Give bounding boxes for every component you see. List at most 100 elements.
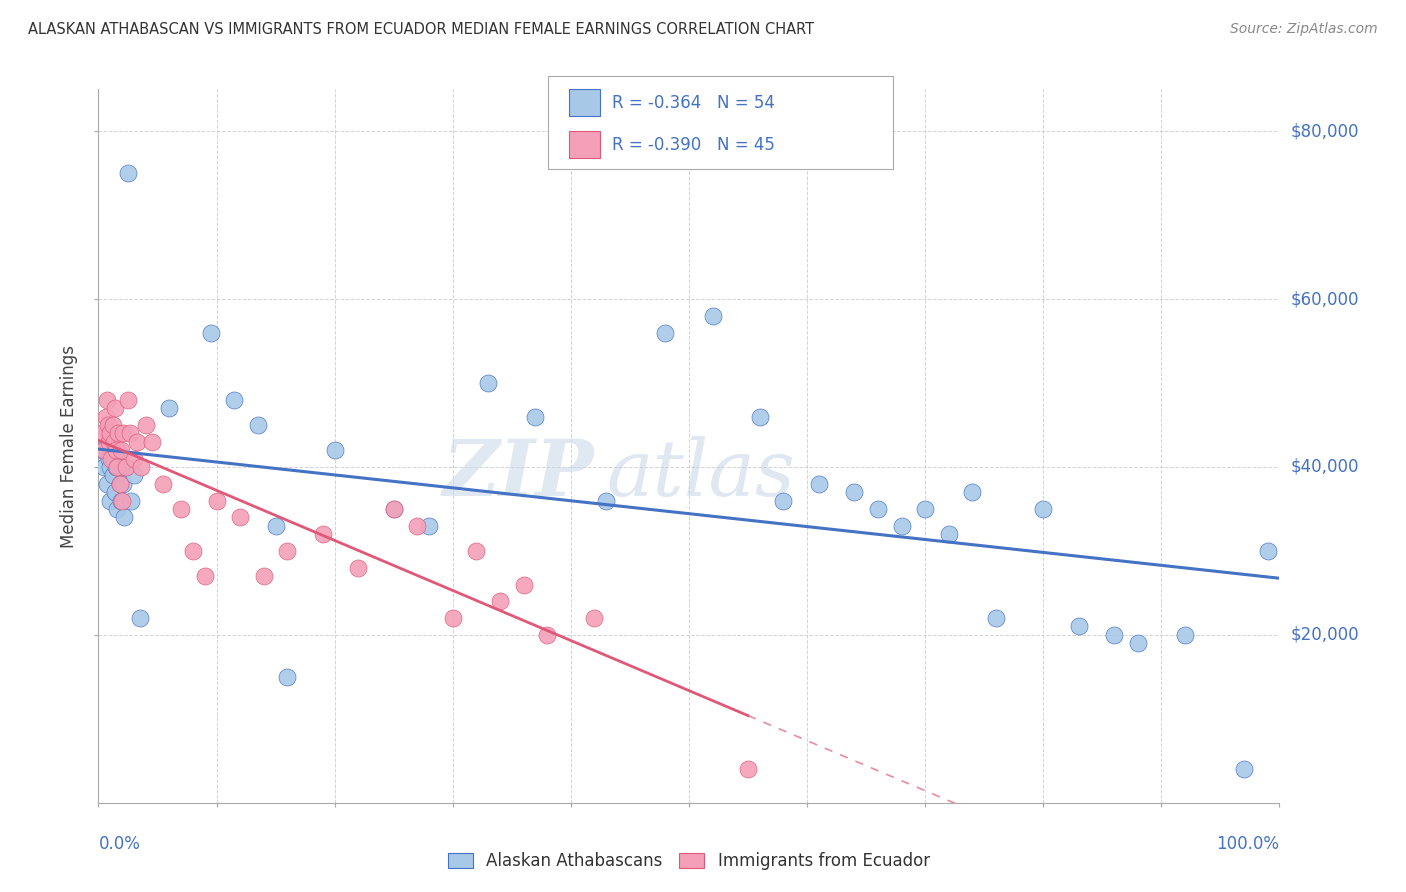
Point — [111, 460, 134, 475]
Point — [181, 544, 204, 558]
Point — [98, 434, 121, 449]
Point — [128, 611, 150, 625]
Point — [536, 628, 558, 642]
Point — [477, 376, 499, 390]
Point — [98, 460, 121, 475]
Point — [347, 560, 370, 574]
Point — [1102, 628, 1125, 642]
Point — [104, 401, 127, 416]
Point — [105, 443, 128, 458]
Point — [108, 476, 131, 491]
Point — [382, 502, 405, 516]
Point — [200, 326, 222, 340]
Point — [105, 460, 128, 475]
Point — [702, 309, 724, 323]
Point — [224, 392, 246, 407]
Text: atlas: atlas — [606, 436, 794, 513]
Text: Source: ZipAtlas.com: Source: ZipAtlas.com — [1230, 22, 1378, 37]
Point — [595, 493, 617, 508]
Point — [276, 544, 298, 558]
Point — [121, 493, 143, 508]
Point — [194, 569, 217, 583]
Text: $40,000: $40,000 — [1291, 458, 1360, 476]
Point — [104, 485, 127, 500]
Point — [737, 762, 759, 776]
Point — [93, 460, 115, 475]
Text: $60,000: $60,000 — [1291, 290, 1360, 308]
Text: R = -0.390   N = 45: R = -0.390 N = 45 — [612, 136, 775, 153]
Point — [465, 544, 488, 558]
Point — [323, 443, 346, 458]
Point — [253, 569, 276, 583]
Point — [105, 502, 128, 516]
Point — [489, 594, 512, 608]
Point — [246, 417, 269, 432]
Point — [382, 502, 405, 516]
Point — [1233, 762, 1256, 776]
Text: ALASKAN ATHABASCAN VS IMMIGRANTS FROM ECUADOR MEDIAN FEMALE EARNINGS CORRELATION: ALASKAN ATHABASCAN VS IMMIGRANTS FROM EC… — [28, 22, 814, 37]
Point — [111, 493, 134, 508]
Point — [512, 577, 534, 591]
Text: 0.0%: 0.0% — [98, 835, 141, 853]
Point — [1067, 619, 1090, 633]
Y-axis label: Median Female Earnings: Median Female Earnings — [60, 344, 79, 548]
Point — [418, 518, 440, 533]
Point — [748, 409, 770, 424]
Point — [117, 392, 139, 407]
Point — [107, 426, 129, 441]
Point — [98, 493, 121, 508]
Point — [524, 409, 547, 424]
Point — [97, 426, 120, 441]
Point — [914, 502, 936, 516]
Point — [962, 485, 984, 500]
Point — [135, 417, 157, 432]
Point — [112, 476, 135, 491]
Point — [114, 460, 136, 475]
Point — [96, 476, 118, 491]
Point — [984, 611, 1007, 625]
Point — [276, 670, 298, 684]
Point — [264, 518, 287, 533]
Point — [110, 443, 132, 458]
Point — [91, 426, 114, 441]
Text: $80,000: $80,000 — [1291, 122, 1360, 140]
Point — [94, 409, 117, 424]
Point — [91, 443, 114, 458]
Point — [866, 502, 889, 516]
Point — [101, 468, 124, 483]
Point — [93, 443, 115, 458]
Point — [1174, 628, 1197, 642]
Point — [152, 476, 174, 491]
Point — [98, 451, 121, 466]
Point — [1032, 502, 1054, 516]
Point — [120, 426, 142, 441]
Point — [98, 426, 121, 441]
Point — [112, 510, 135, 524]
Point — [103, 434, 125, 449]
Text: ZIP: ZIP — [443, 436, 595, 513]
Point — [112, 426, 135, 441]
Point — [122, 451, 145, 466]
Point — [205, 493, 228, 508]
Point — [96, 392, 118, 407]
Point — [141, 434, 163, 449]
Point — [117, 166, 139, 180]
Point — [772, 493, 794, 508]
Point — [312, 527, 335, 541]
Point — [100, 434, 122, 449]
Point — [110, 493, 132, 508]
Point — [406, 518, 429, 533]
Point — [100, 451, 122, 466]
Legend: Alaskan Athabascans, Immigrants from Ecuador: Alaskan Athabascans, Immigrants from Ecu… — [441, 846, 936, 877]
Point — [108, 476, 131, 491]
Point — [105, 460, 128, 475]
Point — [129, 460, 152, 475]
Point — [583, 611, 606, 625]
Point — [844, 485, 866, 500]
Point — [103, 451, 125, 466]
Point — [441, 611, 464, 625]
Text: $20,000: $20,000 — [1291, 626, 1360, 644]
Point — [101, 417, 124, 432]
Point — [97, 417, 120, 432]
Point — [127, 434, 149, 449]
